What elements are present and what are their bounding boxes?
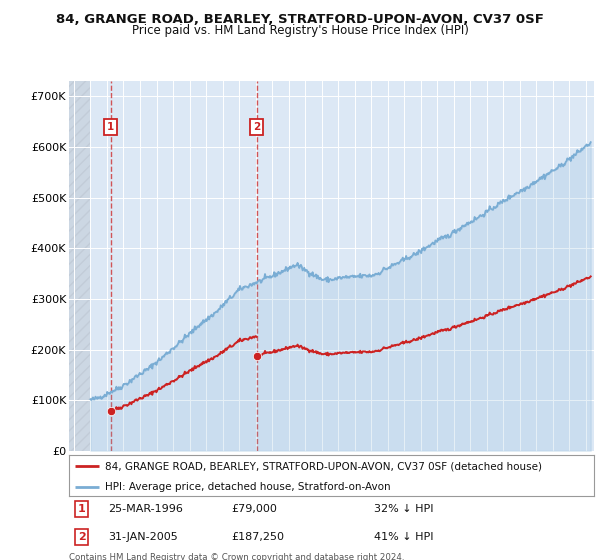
Text: Contains HM Land Registry data © Crown copyright and database right 2024.
This d: Contains HM Land Registry data © Crown c…: [69, 553, 404, 560]
Text: 84, GRANGE ROAD, BEARLEY, STRATFORD-UPON-AVON, CV37 0SF (detached house): 84, GRANGE ROAD, BEARLEY, STRATFORD-UPON…: [105, 461, 542, 471]
Text: HPI: Average price, detached house, Stratford-on-Avon: HPI: Average price, detached house, Stra…: [105, 482, 391, 492]
Text: 41% ↓ HPI: 41% ↓ HPI: [373, 532, 433, 542]
Text: Price paid vs. HM Land Registry's House Price Index (HPI): Price paid vs. HM Land Registry's House …: [131, 24, 469, 38]
Text: 2: 2: [253, 123, 260, 132]
Bar: [69, 81, 91, 451]
Text: 32% ↓ HPI: 32% ↓ HPI: [373, 504, 433, 514]
Text: 1: 1: [107, 123, 115, 132]
Text: 84, GRANGE ROAD, BEARLEY, STRATFORD-UPON-AVON, CV37 0SF: 84, GRANGE ROAD, BEARLEY, STRATFORD-UPON…: [56, 13, 544, 26]
Text: 25-MAR-1996: 25-MAR-1996: [109, 504, 183, 514]
Text: 1: 1: [78, 504, 86, 514]
Text: 31-JAN-2005: 31-JAN-2005: [109, 532, 178, 542]
Text: £79,000: £79,000: [232, 504, 278, 514]
Text: 2: 2: [78, 532, 86, 542]
Text: £187,250: £187,250: [232, 532, 285, 542]
